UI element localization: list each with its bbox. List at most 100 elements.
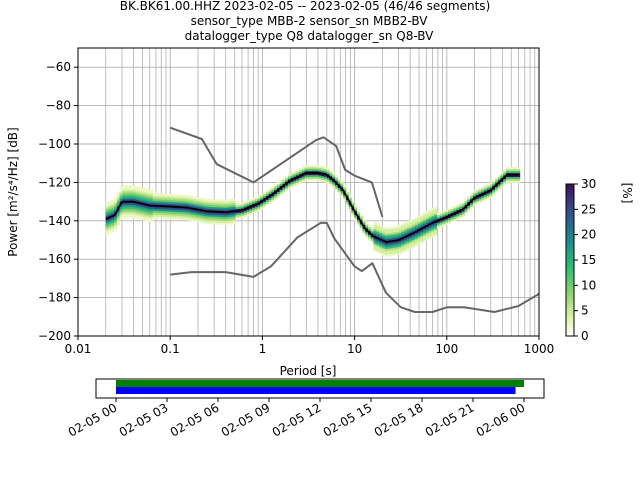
histogram-cell xyxy=(428,236,432,239)
chart-title-line-2: sensor_type MBB-2 sensor_sn MBB2-BV xyxy=(191,14,429,28)
histogram-cell xyxy=(506,170,510,174)
histogram-cell xyxy=(221,199,225,202)
histogram-cell xyxy=(379,236,383,239)
histogram-cell xyxy=(365,222,369,225)
histogram-cell xyxy=(205,219,209,223)
histogram-cell xyxy=(241,204,245,207)
histogram-cell xyxy=(108,223,112,227)
histogram-cell xyxy=(334,177,338,180)
histogram-cell xyxy=(304,167,308,170)
histogram-cell xyxy=(356,223,361,226)
histogram-cell xyxy=(456,207,460,211)
histogram-cell xyxy=(229,214,234,217)
histogram-cell xyxy=(417,217,421,220)
coverage-bar-psd xyxy=(116,387,516,394)
histogram-cell xyxy=(398,225,402,228)
histogram-cell xyxy=(252,199,256,203)
histogram-cell xyxy=(401,242,405,246)
histogram-cell xyxy=(114,220,118,223)
histogram-cell xyxy=(381,245,385,248)
histogram-cell xyxy=(337,181,341,185)
histogram-cell xyxy=(315,172,319,176)
histogram-cell xyxy=(271,197,275,201)
histogram-cell xyxy=(141,189,145,192)
histogram-cell xyxy=(149,219,153,223)
histogram-cell xyxy=(434,218,438,221)
histogram-cell xyxy=(384,252,388,255)
histogram-cell xyxy=(149,191,153,194)
histogram-cell xyxy=(152,212,156,215)
histogram-cell xyxy=(373,222,377,225)
histogram-cell xyxy=(241,206,245,209)
histogram-cell xyxy=(425,213,430,216)
histogram-cell xyxy=(508,170,512,174)
histogram-cell xyxy=(428,219,432,222)
histogram-cell xyxy=(166,209,170,212)
histogram-cell xyxy=(246,202,250,205)
histogram-cell xyxy=(373,241,377,244)
histogram-cell xyxy=(379,234,383,237)
histogram-cell xyxy=(381,249,385,252)
histogram-cell xyxy=(268,188,272,191)
histogram-cell xyxy=(271,188,275,191)
histogram-cell xyxy=(365,224,369,227)
histogram-cell xyxy=(497,184,501,187)
histogram-cell xyxy=(274,186,278,189)
histogram-cell xyxy=(434,230,438,233)
histogram-cell xyxy=(229,199,234,202)
histogram-cell xyxy=(133,210,137,213)
histogram-cell xyxy=(470,204,474,207)
histogram-cell xyxy=(199,201,203,204)
histogram-cell xyxy=(180,204,184,207)
histogram-cell xyxy=(334,188,338,191)
histogram-cell xyxy=(406,244,410,247)
histogram-cell xyxy=(232,219,236,223)
histogram-cell xyxy=(155,202,159,206)
histogram-cell xyxy=(340,194,344,197)
histogram-cell xyxy=(431,217,435,221)
histogram-cell xyxy=(125,196,129,200)
histogram-cell xyxy=(387,244,391,247)
histogram-cell xyxy=(414,228,419,231)
histogram-cell xyxy=(174,196,178,199)
histogram-cell xyxy=(147,217,151,220)
histogram-cell xyxy=(376,227,380,230)
histogram-cell xyxy=(111,220,115,224)
histogram-cell xyxy=(290,181,294,184)
histogram-cell xyxy=(147,202,151,205)
histogram-cell xyxy=(442,218,446,221)
histogram-cell xyxy=(293,178,297,181)
histogram-cell xyxy=(425,218,430,222)
histogram-cell xyxy=(185,208,189,211)
histogram-cell xyxy=(141,191,145,194)
histogram-cell xyxy=(149,193,153,196)
histogram-cell xyxy=(348,195,352,198)
histogram-cell xyxy=(304,173,308,176)
colorbar-label: [%] xyxy=(620,183,634,204)
histogram-cell xyxy=(448,208,452,211)
histogram-cell xyxy=(381,233,385,237)
histogram-cell xyxy=(116,211,120,214)
coverage-bars xyxy=(116,380,524,394)
histogram-cell xyxy=(428,211,432,214)
histogram-cell xyxy=(296,169,300,172)
histogram-cell xyxy=(216,206,220,210)
histogram-cell xyxy=(122,204,126,207)
histogram-cell xyxy=(229,218,234,221)
histogram-cell xyxy=(246,211,250,214)
histogram-cell xyxy=(348,199,352,202)
histogram-cell xyxy=(390,249,394,253)
histogram-cell xyxy=(249,212,253,215)
histogram-cell xyxy=(417,240,421,243)
histogram-cell xyxy=(437,214,441,217)
histogram-cell xyxy=(481,190,485,193)
histogram-cell xyxy=(414,217,419,220)
histogram-cell xyxy=(434,233,438,237)
histogram-cell xyxy=(183,208,187,211)
histogram-cell xyxy=(136,199,140,202)
histogram-cell xyxy=(147,209,151,213)
histogram-cell xyxy=(202,217,206,220)
histogram-cell xyxy=(442,212,446,215)
histogram-cell xyxy=(472,199,476,203)
histogram-cell xyxy=(304,178,308,182)
